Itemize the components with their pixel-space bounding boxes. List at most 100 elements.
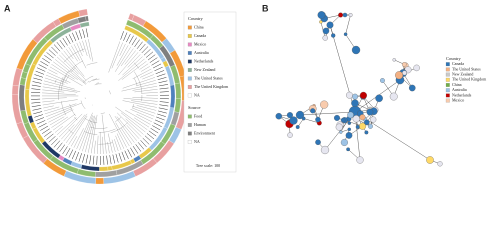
branch [131,100,158,105]
ring-segment [174,82,182,99]
phylogenetic-tree [11,8,189,185]
node [367,123,373,129]
tip-label [82,153,85,163]
tip-label [51,138,58,146]
node [339,130,343,134]
node [331,33,336,38]
legend-swatch [187,123,192,127]
branch [53,113,76,131]
legend-box [183,11,237,173]
ring-segment [24,89,32,117]
node [343,32,348,37]
branch [122,56,143,76]
node [351,99,359,107]
ring-segment [99,166,109,172]
tree-scale: Tree scale: 100 [196,163,220,168]
tip-label [72,32,77,42]
legend-label: Human [194,122,206,127]
tip-label [35,117,45,121]
node [345,132,353,139]
node [289,116,298,125]
tip-label [42,128,50,134]
figure: A B CountryChinaCanadaMexicoAustraliaNet… [4,3,487,185]
node [346,91,353,99]
tip-label [42,57,50,64]
branch [51,64,75,80]
tip-label [82,29,86,39]
tip-label [33,77,43,81]
branch [94,140,96,154]
tip-label [123,32,128,41]
branch [48,69,58,75]
branch [75,66,77,68]
branch [56,56,87,84]
branch [42,92,76,95]
tip-label [33,111,43,115]
tip-label [158,110,167,114]
branch [56,117,77,135]
node [310,108,316,114]
legend-label: Canada [452,61,464,66]
branch [121,61,147,80]
branch [48,109,74,123]
legend-label: New Zealand [452,72,473,77]
tip-label [135,144,142,152]
tip-label [132,145,139,154]
tip-label [51,46,58,54]
tip-label [146,133,155,140]
node [402,62,407,67]
branch [82,116,94,152]
node [359,114,366,121]
tip-label [44,55,52,61]
branch [65,113,88,144]
tip-label [53,140,61,148]
tip-label [154,119,164,124]
legend-swatch [187,85,192,89]
branch [42,100,55,103]
tip-label [56,142,63,150]
legend-swatch [445,83,450,87]
branch [73,128,84,148]
legend-swatch [187,25,192,30]
tip-label [147,54,156,61]
branch [136,114,152,122]
branch [68,60,84,73]
branch [63,48,85,63]
branch [126,125,140,139]
node [352,115,360,123]
ring-segment [169,84,176,109]
tip-label [127,149,132,158]
branch [74,116,78,121]
tip-label [153,122,162,127]
network [275,11,443,167]
legend-label: Australia [452,87,467,92]
tip-label [46,133,54,140]
tip-label [155,70,165,74]
tip-label [78,153,82,162]
branch [91,114,98,154]
tip-label [31,105,41,107]
legend-label: The United Kingdom [194,84,229,89]
branch [111,139,116,152]
panel-label: A [4,3,11,13]
tip-label [158,80,168,84]
node [355,124,360,129]
ring-segment [27,115,34,124]
tip-label [131,37,137,46]
tip-label [156,116,165,121]
node [315,116,321,123]
node [287,132,293,138]
branch [43,106,60,112]
branch [115,117,122,122]
ring-segment [107,165,113,171]
legend-label: Netherlands [452,92,472,97]
branch [127,54,141,68]
branch [132,97,158,99]
tip-label [128,35,134,44]
tip-label [140,140,147,148]
branch [115,122,130,147]
tip-label [157,77,167,80]
tip-label [65,147,71,156]
node [340,117,346,123]
tip-label [32,108,42,111]
